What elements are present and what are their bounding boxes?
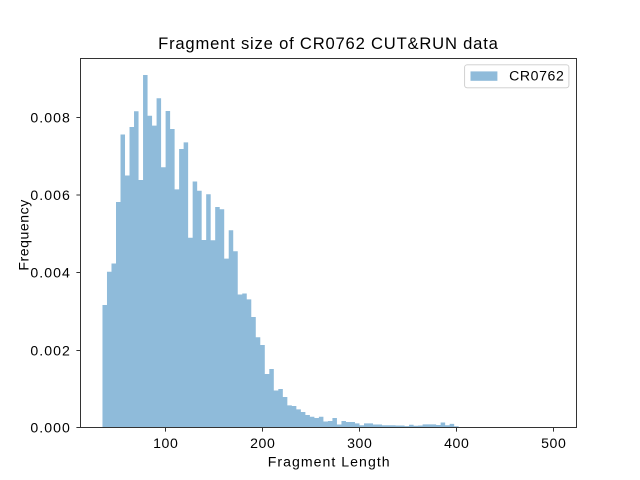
- svg-text:Frequency: Frequency: [15, 199, 31, 271]
- svg-text:200: 200: [250, 435, 275, 451]
- svg-text:500: 500: [541, 435, 566, 451]
- svg-text:CR0762: CR0762: [509, 68, 564, 84]
- svg-text:0.002: 0.002: [30, 342, 71, 358]
- svg-text:100: 100: [153, 435, 178, 451]
- svg-text:Fragment Length: Fragment Length: [268, 454, 391, 470]
- svg-text:0.000: 0.000: [30, 419, 71, 435]
- svg-text:0.004: 0.004: [30, 264, 71, 280]
- svg-text:300: 300: [347, 435, 372, 451]
- svg-text:0.006: 0.006: [30, 187, 71, 203]
- svg-text:0.008: 0.008: [30, 109, 71, 125]
- svg-text:400: 400: [444, 435, 469, 451]
- svg-text:Fragment size of CR0762 CUT&RU: Fragment size of CR0762 CUT&RUN data: [158, 34, 499, 53]
